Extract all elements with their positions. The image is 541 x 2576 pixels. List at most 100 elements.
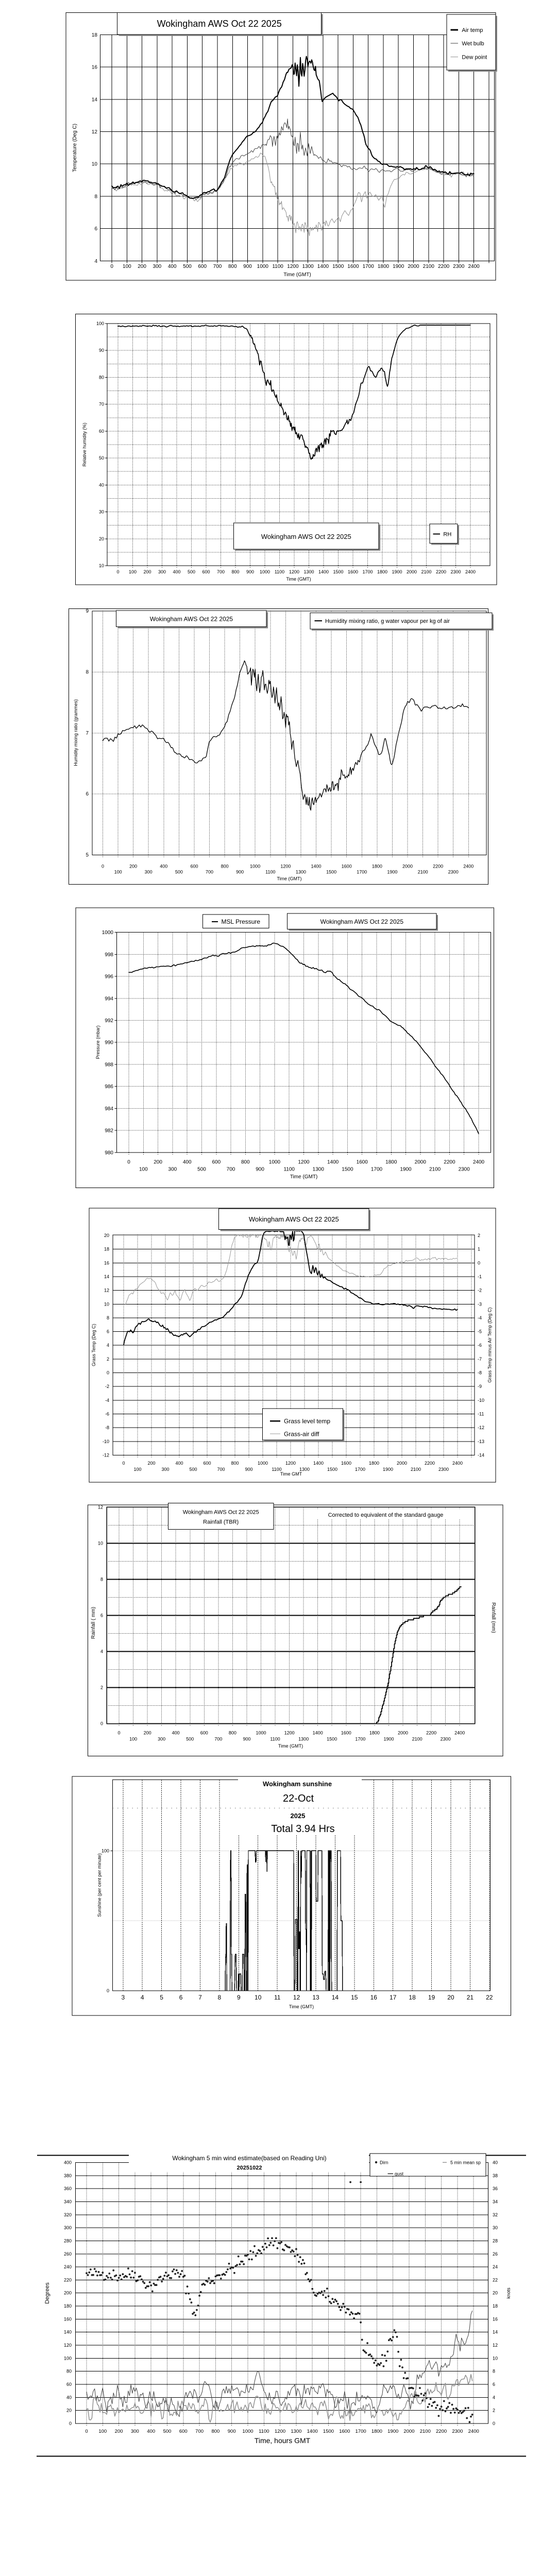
svg-text:1400: 1400 (317, 264, 329, 269)
svg-text:300: 300 (145, 870, 153, 875)
svg-text:4: 4 (107, 1343, 109, 1348)
svg-text:200: 200 (143, 569, 151, 574)
svg-text:2300: 2300 (441, 1737, 451, 1742)
svg-text:500: 500 (183, 264, 192, 269)
svg-text:38: 38 (493, 2173, 498, 2178)
svg-text:1100: 1100 (265, 870, 275, 875)
svg-text:600: 600 (202, 569, 210, 574)
svg-text:8: 8 (218, 1994, 222, 2001)
svg-text:-8: -8 (105, 1425, 109, 1430)
svg-text:1800: 1800 (369, 1731, 380, 1736)
svg-text:Total 3.94 Hrs: Total 3.94 Hrs (271, 1823, 334, 1835)
svg-text:400: 400 (175, 1461, 183, 1466)
svg-text:14: 14 (104, 1274, 109, 1279)
svg-text:1400: 1400 (313, 1461, 324, 1466)
svg-text:4: 4 (94, 259, 97, 264)
svg-text:60: 60 (66, 2382, 72, 2387)
svg-text:400: 400 (64, 2160, 72, 2165)
svg-text:320: 320 (64, 2212, 72, 2217)
svg-text:998: 998 (105, 952, 113, 958)
svg-text:70: 70 (99, 402, 104, 407)
svg-text:1700: 1700 (355, 1467, 365, 1472)
svg-text:Wokingham 5 min wind estimate(: Wokingham 5 min wind estimate(based on R… (172, 2155, 326, 2162)
svg-text:32: 32 (493, 2212, 498, 2217)
svg-text:300: 300 (64, 2225, 72, 2230)
svg-text:100: 100 (114, 870, 122, 875)
svg-text:Rainfall ( mm): Rainfall ( mm) (91, 1607, 96, 1639)
svg-text:1600: 1600 (342, 864, 352, 869)
svg-text:0: 0 (85, 2429, 88, 2434)
svg-text:16: 16 (104, 1260, 109, 1265)
svg-text:-13: -13 (478, 1439, 484, 1444)
svg-text:50: 50 (99, 455, 104, 461)
svg-text:982: 982 (105, 1128, 113, 1134)
svg-text:2300: 2300 (448, 870, 459, 875)
svg-text:500: 500 (197, 1167, 206, 1173)
svg-text:220: 220 (64, 2277, 72, 2282)
svg-text:-10: -10 (103, 1439, 109, 1444)
svg-text:1000: 1000 (242, 2429, 253, 2434)
svg-text:18: 18 (104, 1247, 109, 1252)
svg-text:2200: 2200 (425, 1461, 435, 1466)
svg-text:1: 1 (478, 1247, 480, 1252)
svg-text:2: 2 (107, 1357, 109, 1362)
svg-text:0: 0 (127, 1160, 130, 1165)
svg-text:15: 15 (351, 1994, 358, 2001)
svg-text:14: 14 (92, 97, 98, 103)
svg-text:300: 300 (158, 569, 166, 574)
svg-text:2000: 2000 (415, 1160, 427, 1165)
svg-text:600: 600 (198, 264, 207, 269)
svg-text:100: 100 (139, 1167, 148, 1173)
svg-text:4: 4 (100, 1649, 103, 1654)
svg-text:Humidity mixing ratio, g water: Humidity mixing ratio, g water vapour pe… (325, 618, 450, 624)
svg-text:900: 900 (245, 1467, 252, 1472)
svg-text:1600: 1600 (341, 1731, 351, 1736)
svg-text:800: 800 (231, 1461, 239, 1466)
svg-text:1600: 1600 (357, 1160, 368, 1165)
svg-text:2000: 2000 (402, 864, 413, 869)
svg-text:Wokingham AWS Oct 22 2025: Wokingham AWS Oct 22 2025 (183, 1510, 259, 1516)
svg-text:1100: 1100 (259, 2429, 269, 2434)
svg-text:0: 0 (478, 1260, 480, 1265)
svg-text:900: 900 (236, 870, 244, 875)
svg-text:Temperature (Deg C): Temperature (Deg C) (72, 124, 78, 172)
svg-text:1300: 1300 (296, 870, 306, 875)
svg-text:0: 0 (69, 2421, 72, 2426)
svg-text:2000: 2000 (407, 569, 417, 574)
svg-text:2200: 2200 (436, 2429, 447, 2434)
svg-text:20: 20 (493, 2291, 498, 2296)
svg-text:2400: 2400 (452, 1461, 463, 1466)
svg-text:1500: 1500 (332, 264, 344, 269)
svg-text:100: 100 (98, 2429, 107, 2434)
svg-text:996: 996 (105, 974, 113, 980)
svg-text:MSL Pressure: MSL Pressure (222, 918, 261, 925)
svg-text:1200: 1200 (280, 864, 291, 869)
svg-text:1800: 1800 (378, 264, 390, 269)
svg-text:40: 40 (66, 2395, 72, 2400)
svg-text:Time, hours GMT: Time, hours GMT (255, 2436, 311, 2445)
svg-text:80: 80 (66, 2369, 72, 2374)
svg-text:Wokingham AWS Oct 22 2025: Wokingham AWS Oct 22 2025 (157, 19, 282, 29)
svg-text:100: 100 (102, 1848, 109, 1853)
svg-text:2200: 2200 (444, 1160, 455, 1165)
svg-text:1300: 1300 (313, 1167, 325, 1173)
svg-text:1500: 1500 (326, 870, 336, 875)
svg-text:Grass Temp (Deg C): Grass Temp (Deg C) (91, 1324, 96, 1366)
svg-text:700: 700 (214, 1737, 222, 1742)
svg-text:2100: 2100 (429, 1167, 441, 1173)
svg-text:984: 984 (105, 1106, 113, 1112)
svg-text:0: 0 (493, 2421, 495, 2426)
svg-text:980: 980 (105, 1150, 113, 1156)
svg-text:2400: 2400 (468, 264, 480, 269)
svg-text:gust: gust (395, 2172, 404, 2177)
svg-text:1700: 1700 (362, 569, 373, 574)
svg-text:0: 0 (107, 1370, 109, 1376)
svg-text:800: 800 (229, 1731, 236, 1736)
svg-text:10: 10 (98, 1540, 103, 1546)
svg-text:700: 700 (206, 870, 213, 875)
svg-text:10: 10 (99, 563, 104, 568)
svg-text:800: 800 (211, 2429, 219, 2434)
svg-text:1900: 1900 (400, 1167, 412, 1173)
svg-text:1100: 1100 (272, 1467, 281, 1472)
svg-text:3: 3 (121, 1994, 125, 2001)
